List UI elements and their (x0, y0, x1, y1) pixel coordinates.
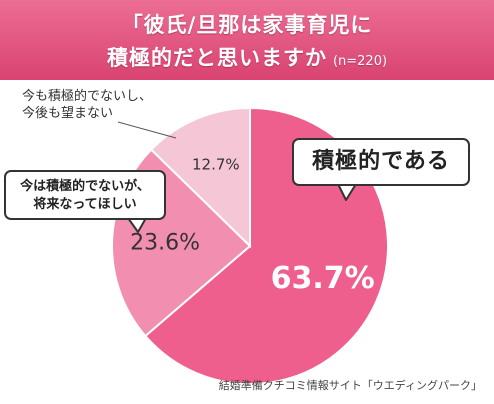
top-label-leader-line (117, 121, 177, 139)
left-callout: 今は積極的でないが、 将来なってほしい (4, 170, 166, 220)
right-callout-pointer (337, 183, 357, 201)
slice-value-label: 63.7% (271, 261, 375, 296)
pie-slice (149, 106, 251, 249)
top-slice-label: 今も積極的でないし、 今後も望まない (22, 88, 152, 122)
chart-title-line2: 積極的だと思いますか (n=220) (0, 42, 494, 72)
left-callout-line2: 将来なってほしい (33, 197, 137, 212)
left-callout-pointer (127, 217, 147, 233)
top-slice-label-line1: 今も積極的でないし、 (22, 89, 153, 104)
title-banner: 「彼氏/旦那は家事育児に 積極的だと思いますか (n=220) (0, 0, 494, 80)
chart-title-line1: 「彼氏/旦那は家事育児に (121, 13, 373, 37)
sample-size: (n=220) (332, 54, 388, 69)
chart-title-text: 積極的だと思いますか (106, 46, 327, 70)
slice-value-label: 23.6% (130, 230, 200, 255)
left-callout-line1: 今は積極的でないが、 (20, 179, 150, 194)
source-credit: 結婚準備クチコミ情報サイト「ウエディングパーク」 (218, 379, 482, 392)
right-callout: 積極的である (292, 138, 470, 186)
slice-value-label: 12.7% (192, 155, 240, 173)
top-slice-label-line2: 今後も望まない (22, 106, 114, 121)
